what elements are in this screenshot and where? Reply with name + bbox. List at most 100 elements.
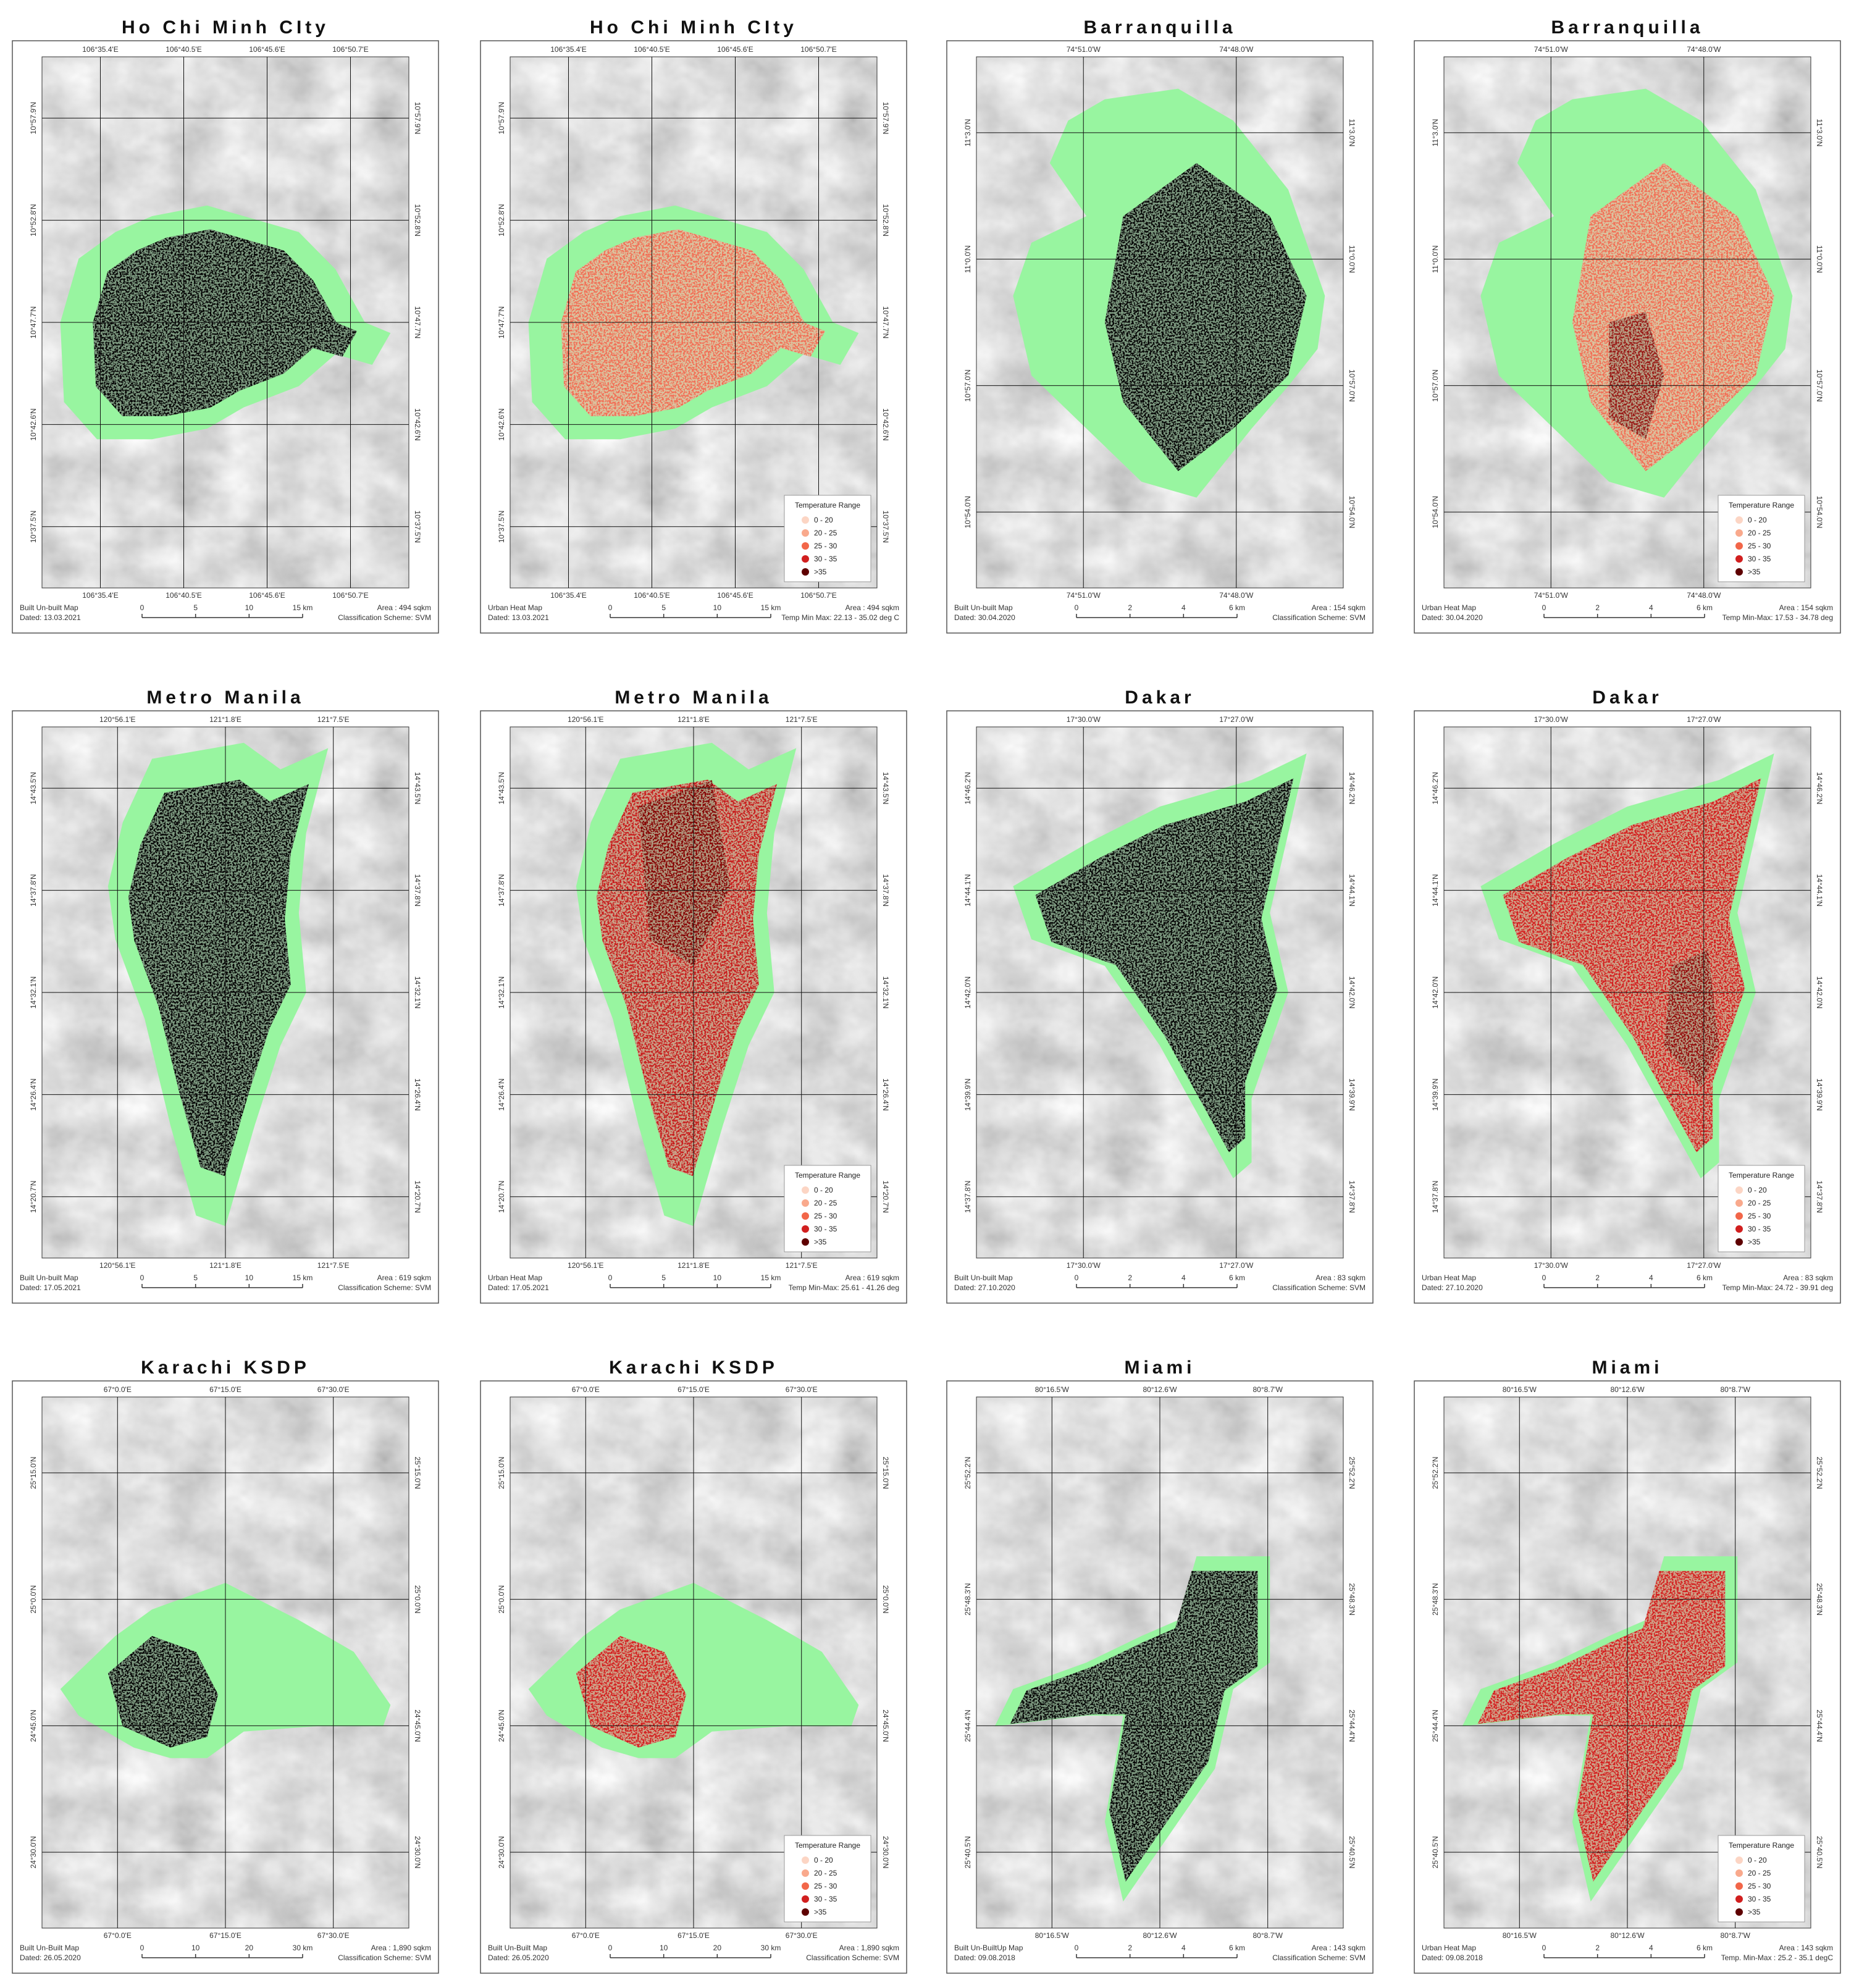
- panel-title: Miami: [1124, 1357, 1195, 1378]
- longitude-label: 80°8.7'W: [1252, 1385, 1283, 1394]
- map-panel: Barranquilla 74°51.0'W 74°51.0'W 74°48.0'W 7…: [946, 17, 1374, 634]
- latitude-label: 14°26.4'N: [881, 1078, 890, 1110]
- longitude-label: 67°0.0'E: [104, 1931, 132, 1940]
- longitude-label: 120°56.1'E: [99, 715, 135, 724]
- legend-swatch: [1735, 1856, 1743, 1864]
- latitude-label: 11°3.0'N: [1815, 119, 1824, 146]
- scale-label: 6 km: [1229, 1944, 1245, 1952]
- panel-title: Dakar: [1125, 687, 1194, 708]
- legend-label: 25 - 30: [814, 542, 837, 550]
- legend-box: [1718, 1165, 1805, 1252]
- legend-swatch: [1735, 529, 1743, 537]
- longitude-label: 67°15.0'E: [678, 1931, 710, 1940]
- map-info: Classification Scheme: SVM: [1272, 1953, 1366, 1962]
- speckle: [596, 779, 777, 1176]
- legend-label: 20 - 25: [1748, 529, 1771, 537]
- longitude-label: 67°0.0'E: [572, 1931, 600, 1940]
- latitude-label: 25°48.3'N: [1431, 1583, 1440, 1615]
- latitude-label: 25°52.2'N: [963, 1457, 972, 1489]
- scale-label: 0: [140, 603, 145, 612]
- scale-label: 5: [193, 603, 198, 612]
- legend-swatch: [1735, 1882, 1743, 1890]
- map-info: Dated: 13.03.2021: [488, 613, 549, 622]
- scale-label: 10: [660, 1944, 668, 1952]
- panel-title: Metro Manila: [615, 687, 772, 708]
- speckle: [1477, 1571, 1726, 1882]
- scale-label: 0: [1542, 1944, 1546, 1952]
- latitude-label: 10°57.9'N: [413, 102, 422, 134]
- longitude-label: 106°45.6'E: [249, 591, 285, 600]
- latitude-label: 25°15.0'N: [881, 1457, 890, 1489]
- map-panel: Ho Chi Minh CIty 106°35.4'E 106°35.4'E 106°…: [480, 17, 907, 634]
- longitude-label: 121°1.8'E: [209, 1261, 241, 1270]
- legend-label: 0 - 20: [814, 516, 833, 524]
- legend-label: >35: [1748, 1908, 1761, 1916]
- latitude-label: 25°48.3'N: [963, 1583, 972, 1615]
- legend-swatch: [1735, 1186, 1743, 1194]
- legend-box: [1718, 1835, 1805, 1923]
- map-info: Temp Min-Max: 17.53 - 34.78 deg: [1722, 613, 1833, 622]
- longitude-label: 74°51.0'W: [1534, 591, 1569, 600]
- map-info: Temp. Min-Max : 25.2 - 35.1 degC: [1721, 1953, 1834, 1962]
- longitude-label: 106°45.6'E: [249, 45, 285, 54]
- latitude-label: 25°44.4'N: [1431, 1709, 1440, 1742]
- speckle: [1503, 778, 1761, 1152]
- latitude-label: 14°44.1'N: [1431, 874, 1440, 906]
- legend-label: 30 - 35: [1748, 1225, 1771, 1233]
- scale-label: 5: [193, 1273, 198, 1282]
- latitude-label: 25°15.0'N: [413, 1457, 422, 1489]
- latitude-label: 10°47.7'N: [413, 306, 422, 338]
- map-info: Dated: 27.10.2020: [954, 1283, 1015, 1292]
- panel-title: Ho Chi Minh CIty: [590, 17, 797, 38]
- latitude-label: 25°52.2'N: [1815, 1457, 1824, 1489]
- latitude-label: 10°37.5'N: [29, 511, 38, 543]
- map-info: Classification Scheme: SVM: [1272, 613, 1366, 622]
- latitude-label: 11°0.0'N: [1815, 245, 1824, 273]
- scale-label: 0: [1075, 1944, 1079, 1952]
- latitude-label: 11°3.0'N: [963, 119, 972, 146]
- map-info: Temp Min-Max: 24.72 - 39.91 deg: [1722, 1283, 1833, 1292]
- map-info: Built Un-built Map: [954, 1273, 1013, 1282]
- scale-label: 4: [1181, 603, 1186, 612]
- scale-label: 5: [661, 603, 666, 612]
- latitude-label: 10°57.0'N: [1815, 369, 1824, 401]
- latitude-label: 10°52.8'N: [497, 204, 506, 236]
- speckle: [576, 1636, 687, 1748]
- map-panel: Miami 80°16.5'W 80°16.5'W 80°12.6'W 80°12.6'…: [946, 1357, 1374, 1974]
- legend-swatch: [1735, 555, 1743, 563]
- scale-label: 0: [608, 603, 613, 612]
- legend-title: Temperature Range: [1729, 1171, 1794, 1180]
- legend-label: 30 - 35: [814, 1225, 837, 1233]
- panel-title: Barranquilla: [1551, 17, 1703, 38]
- panel-title: Ho Chi Minh CIty: [122, 17, 329, 38]
- legend-swatch: [1735, 568, 1743, 576]
- longitude-label: 106°50.7'E: [800, 45, 836, 54]
- scale-label: 0: [140, 1273, 145, 1282]
- longitude-label: 106°50.7'E: [332, 591, 368, 600]
- legend-box: [784, 1835, 871, 1923]
- latitude-label: 10°52.8'N: [413, 204, 422, 236]
- latitude-label: 14°46.2'N: [963, 772, 972, 804]
- map-info: Built Un-built Map: [20, 603, 78, 612]
- latitude-label: 25°52.2'N: [1431, 1457, 1440, 1489]
- latitude-label: 14°26.4'N: [497, 1078, 506, 1110]
- latitude-label: 14°43.5'N: [497, 772, 506, 804]
- longitude-label: 106°35.4'E: [550, 591, 586, 600]
- legend-title: Temperature Range: [795, 1171, 860, 1180]
- map-info: Area : 494 sqkm: [377, 603, 431, 612]
- map-info: Classification Scheme: SVM: [806, 1953, 899, 1962]
- longitude-label: 74°51.0'W: [1067, 45, 1101, 54]
- map-info: Dated: 30.04.2020: [954, 613, 1015, 622]
- map-info: Area : 83 sqkm: [1315, 1273, 1366, 1282]
- longitude-label: 74°51.0'W: [1534, 45, 1569, 54]
- legend-label: 0 - 20: [814, 1856, 833, 1864]
- longitude-label: 74°48.0'W: [1219, 591, 1254, 600]
- map-panel: Metro Manila 120°56.1'E 120°56.1'E 121°1.8'…: [480, 687, 907, 1304]
- scale-label: 4: [1181, 1273, 1186, 1282]
- longitude-label: 74°51.0'W: [1067, 591, 1101, 600]
- scale-label: 10: [245, 1273, 254, 1282]
- latitude-label: 14°37.8'N: [963, 1181, 972, 1213]
- legend-label: 20 - 25: [814, 529, 837, 537]
- scale-label: 6 km: [1697, 603, 1713, 612]
- latitude-label: 24°45.0'N: [29, 1709, 38, 1742]
